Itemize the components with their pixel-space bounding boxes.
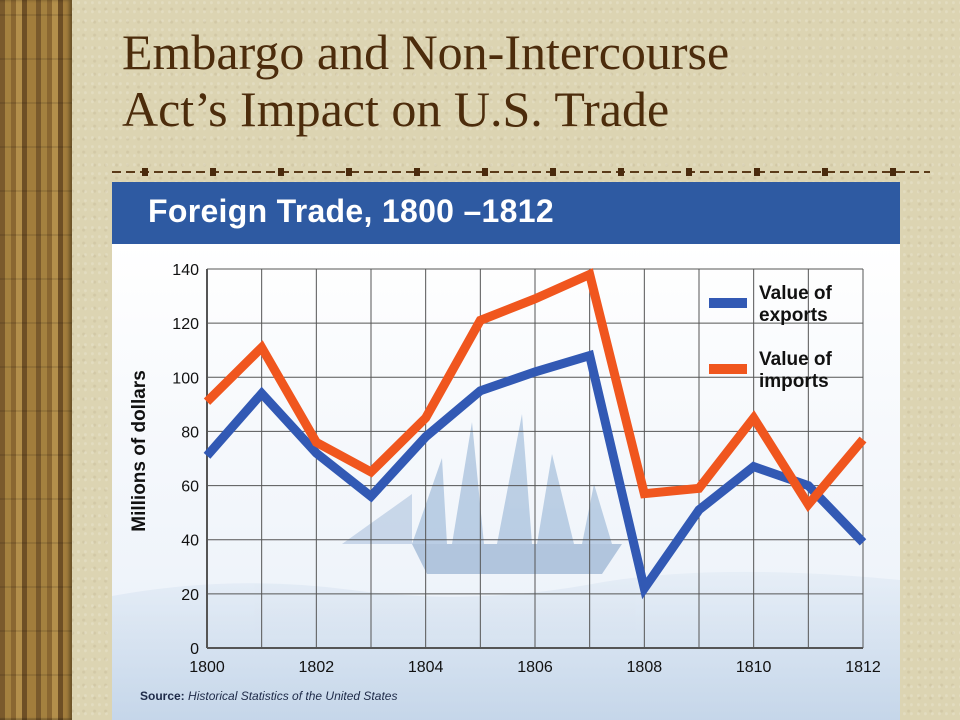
y-axis-ticks: 0 20 40 60 80 100 120 140 xyxy=(172,262,199,658)
divider-marker xyxy=(754,168,760,176)
divider-marker xyxy=(142,168,148,176)
slide-title-line-2: Act’s Impact on U.S. Trade xyxy=(122,81,670,137)
divider-marker xyxy=(686,168,692,176)
divider-marker xyxy=(346,168,352,176)
source-note: Source: Historical Statistics of the Uni… xyxy=(140,689,397,703)
divider-marker xyxy=(550,168,556,176)
x-tick-label: 1804 xyxy=(408,659,444,676)
slide-title: Embargo and Non-Intercourse Act’s Impact… xyxy=(122,24,922,138)
ship-hull xyxy=(412,544,622,574)
chart-header: Foreign Trade, 1800 –1812 xyxy=(112,182,900,244)
divider-markers xyxy=(142,168,896,176)
series-line-imports xyxy=(203,268,867,513)
legend-label-imports: Value of xyxy=(759,349,833,370)
divider-marker xyxy=(618,168,624,176)
chart-grid xyxy=(206,268,864,649)
divider-marker xyxy=(210,168,216,176)
x-tick-label: 1810 xyxy=(736,659,772,676)
ship-sails xyxy=(412,414,612,544)
y-tick-label: 120 xyxy=(172,316,199,333)
ship-illustration xyxy=(112,414,900,720)
x-tick-label: 1802 xyxy=(299,659,335,676)
wood-border xyxy=(0,0,72,720)
divider-marker xyxy=(890,168,896,176)
y-axis-label: Millions of dollars xyxy=(129,370,150,532)
divider-marker xyxy=(414,168,420,176)
slide-title-line-1: Embargo and Non-Intercourse xyxy=(122,24,730,80)
legend-label-imports: imports xyxy=(759,371,829,392)
y-tick-label: 0 xyxy=(190,641,199,658)
y-tick-label: 60 xyxy=(181,479,199,496)
x-axis-ticks: 1800 1802 1804 1806 1808 1810 1812 xyxy=(189,659,881,676)
chart-title: Foreign Trade, 1800 –1812 xyxy=(148,193,554,229)
y-tick-label: 40 xyxy=(181,533,199,550)
y-tick-label: 140 xyxy=(172,262,199,279)
chart-panel: Foreign Trade, 1800 –1812 0 20 40 60 80 100 12… xyxy=(112,182,900,720)
y-tick-label: 20 xyxy=(181,587,199,604)
sea-waves xyxy=(112,571,900,720)
x-tick-label: 1812 xyxy=(845,659,881,676)
source-text: Historical Statistics of the United Stat… xyxy=(188,689,398,703)
legend-label-exports: Value of xyxy=(759,283,833,304)
dashed-divider xyxy=(112,168,930,176)
y-tick-label: 80 xyxy=(181,424,199,441)
x-tick-label: 1800 xyxy=(189,659,225,676)
divider-marker xyxy=(278,168,284,176)
x-tick-label: 1808 xyxy=(627,659,663,676)
series-line-exports xyxy=(203,349,867,600)
legend-label-exports: exports xyxy=(759,305,828,326)
chart-series xyxy=(203,268,867,600)
ship-jib xyxy=(342,494,412,544)
divider-marker xyxy=(822,168,828,176)
y-tick-label: 100 xyxy=(172,370,199,387)
x-tick-label: 1806 xyxy=(517,659,553,676)
divider-marker xyxy=(482,168,488,176)
source-label: Source: xyxy=(140,689,185,703)
